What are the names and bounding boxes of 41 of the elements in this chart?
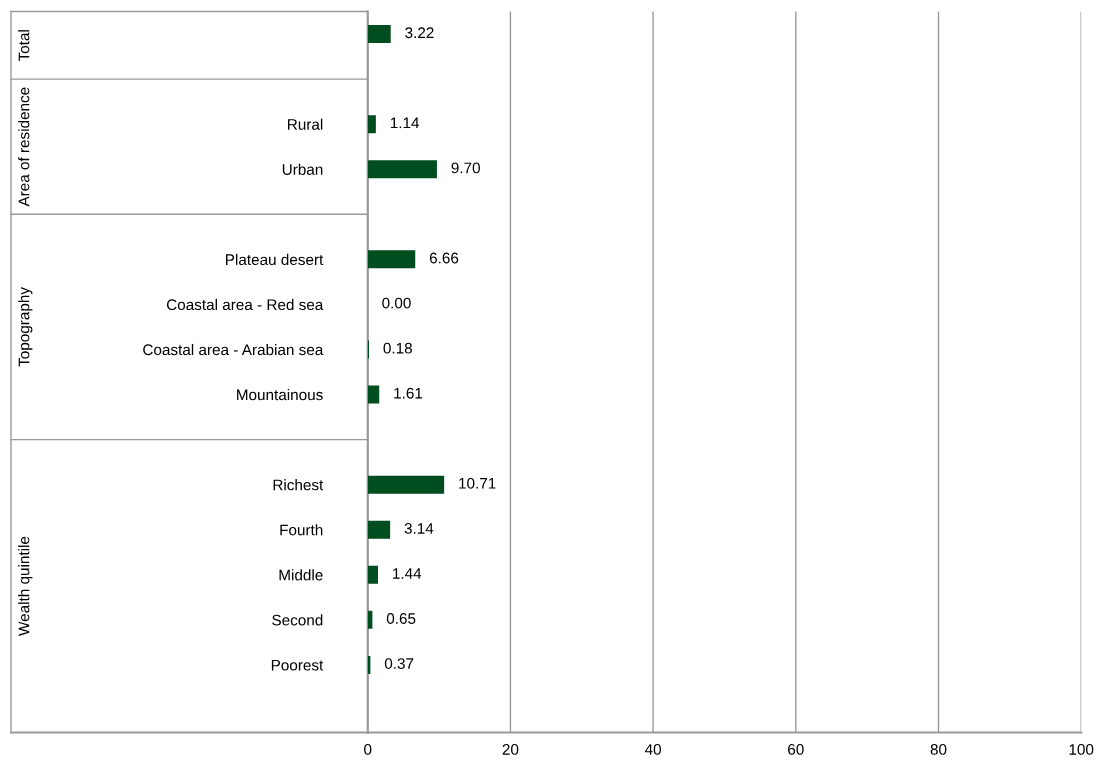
data-label: 10.71 (459, 477, 496, 489)
data-label: 1.14 (390, 117, 420, 129)
bar (367, 565, 379, 584)
text: Wealth quintile (18, 536, 33, 636)
data-label: 9.70 (451, 162, 480, 174)
x-tick-label: 80 (930, 744, 947, 755)
y-tick-label: Second (272, 614, 323, 626)
y-tick-label: Plateau desert (226, 253, 324, 266)
data-label: 0.18 (383, 342, 412, 354)
bar (367, 385, 380, 404)
y-tick-label: Rural (288, 118, 323, 130)
y-tick-label: Urban (282, 163, 323, 175)
bar (367, 250, 416, 269)
text: Topography (18, 287, 33, 367)
y-tick-label: Fourth (280, 524, 323, 536)
x-tick-label: 100 (1069, 744, 1094, 755)
bar (367, 25, 391, 44)
y-tick-label: Coastal area - Red sea (166, 298, 324, 311)
y-tick-label: Middle (279, 569, 323, 581)
text: Total (18, 30, 30, 62)
bar (367, 160, 437, 179)
data-label: 0.00 (382, 297, 411, 309)
x-tick-label: 20 (502, 744, 519, 755)
y-tick-label: Richest (273, 479, 324, 491)
bar (367, 475, 445, 494)
data-label: 3.22 (405, 27, 434, 39)
bar (367, 520, 391, 539)
x-tick-label: 0 (364, 744, 372, 755)
y-tick-label: Mountainous (237, 388, 323, 401)
data-label: 0.65 (386, 613, 416, 624)
x-tick-label: 60 (788, 744, 804, 755)
data-label: 0.37 (384, 658, 414, 669)
x-tick-label: 40 (644, 744, 662, 755)
data-label: 6.66 (429, 252, 459, 264)
data-label: 1.61 (394, 387, 423, 399)
data-label: 3.14 (404, 522, 434, 534)
y-tick-label: Poorest (271, 659, 324, 671)
text: Area of residence (18, 87, 30, 207)
y-tick-label: Coastal area - Arabian sea (143, 343, 324, 356)
bar (367, 115, 376, 134)
data-label: 1.44 (393, 568, 422, 579)
